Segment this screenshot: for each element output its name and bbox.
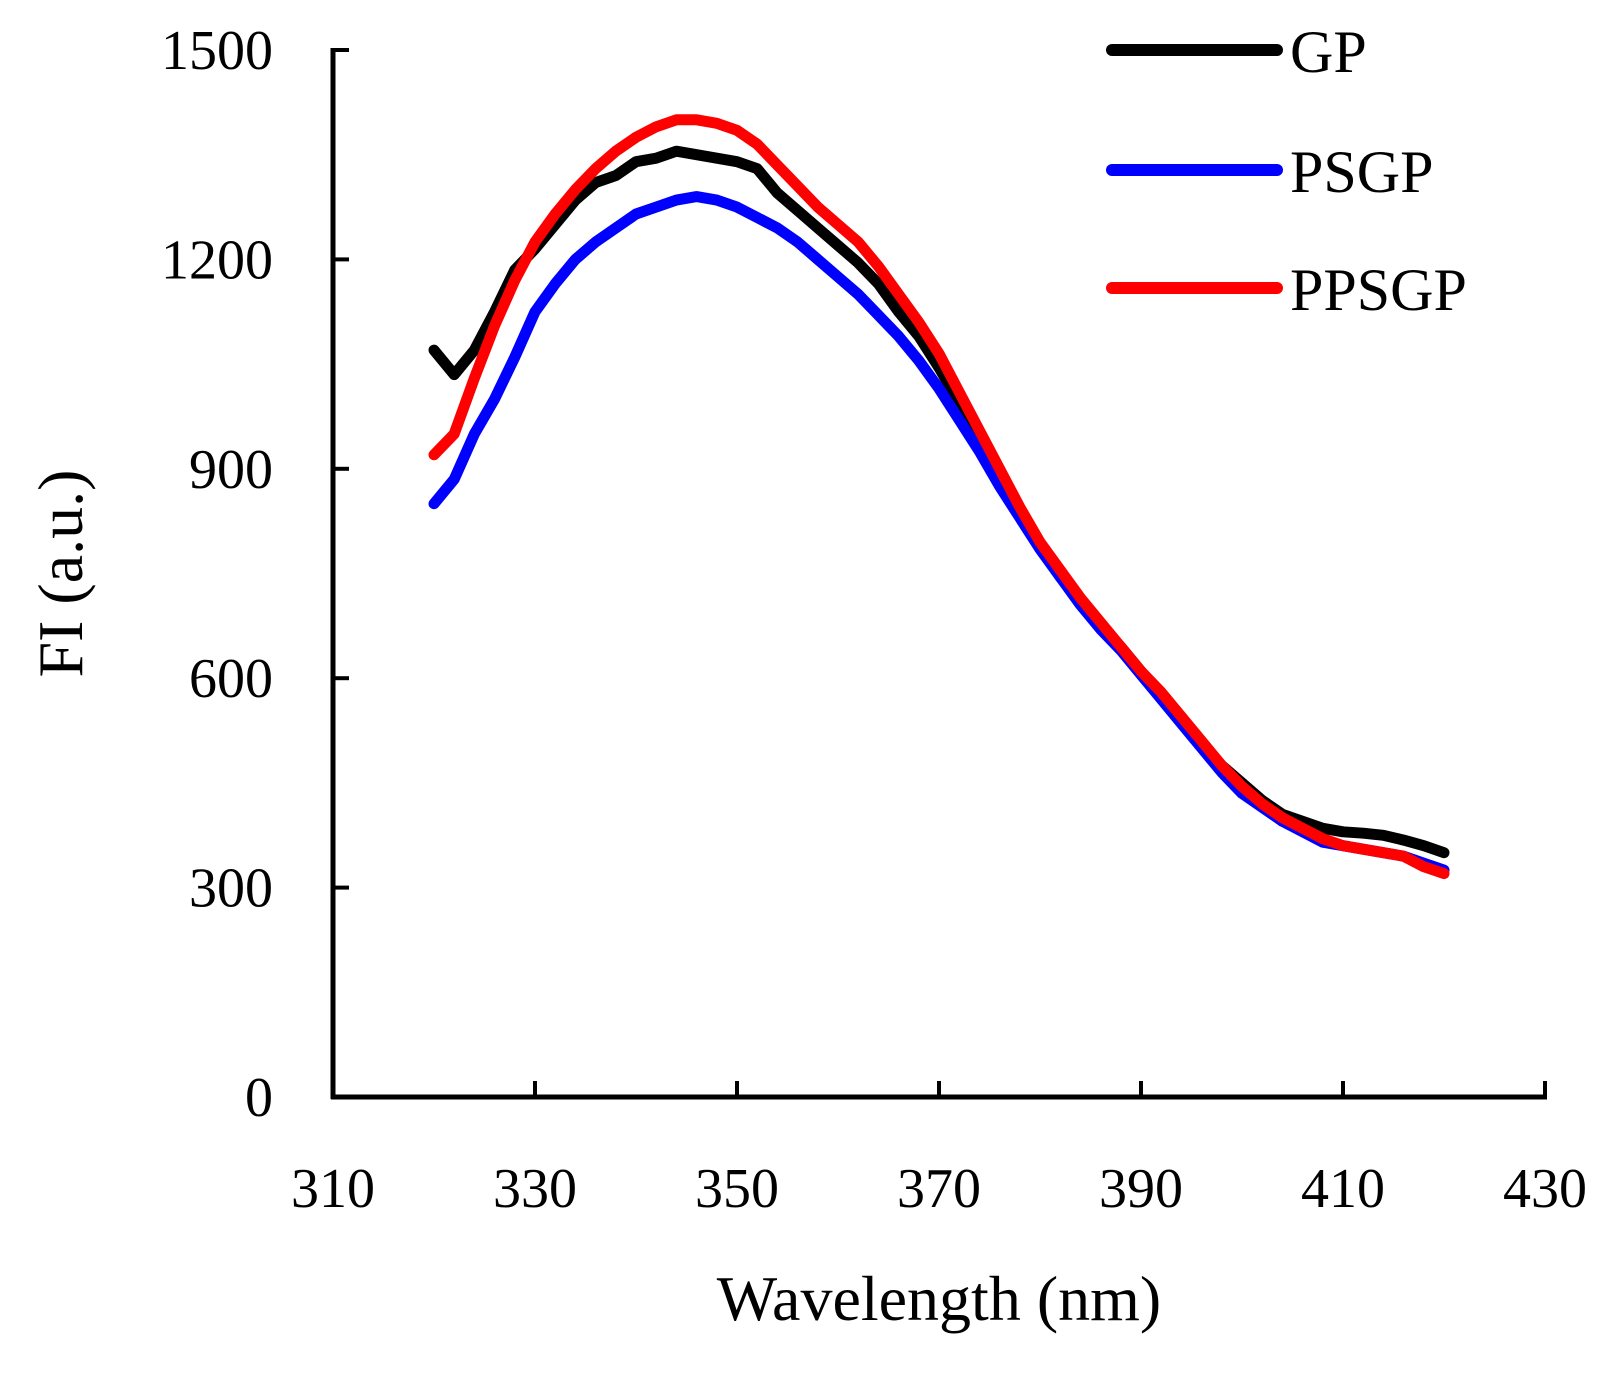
- x-tick-label: 390: [1099, 1158, 1183, 1220]
- legend-label-psgp: PSGP: [1290, 139, 1433, 205]
- x-tick-label: 310: [291, 1158, 375, 1220]
- axes: [330, 48, 1547, 1100]
- y-axis-title: FI (a.u.): [25, 470, 96, 678]
- legend: GP PSGP PPSGP: [1106, 19, 1467, 323]
- legend-label-ppsgp: PPSGP: [1290, 257, 1467, 323]
- x-tick-label: 350: [695, 1158, 779, 1220]
- y-tick-label: 0: [245, 1067, 273, 1129]
- x-tick-label: 370: [897, 1158, 981, 1220]
- y-tick-label: 1200: [161, 229, 273, 291]
- x-axis-title: Wavelength (nm): [717, 1263, 1161, 1334]
- plot-area: [428, 114, 1450, 880]
- x-tick-label: 430: [1503, 1158, 1587, 1220]
- x-ticks: 310 330 350 370 390 410 430: [291, 1081, 1587, 1220]
- y-tick-label: 600: [189, 648, 273, 710]
- x-tick-label: 410: [1301, 1158, 1385, 1220]
- y-tick-label: 900: [189, 439, 273, 501]
- y-ticks: 0 300 600 900 1200 1500: [161, 20, 349, 1129]
- y-tick-label: 300: [189, 858, 273, 920]
- y-tick-label: 1500: [161, 20, 273, 82]
- x-tick-label: 330: [493, 1158, 577, 1220]
- legend-label-gp: GP: [1290, 19, 1367, 85]
- series-line-ppsgp: [428, 114, 1450, 880]
